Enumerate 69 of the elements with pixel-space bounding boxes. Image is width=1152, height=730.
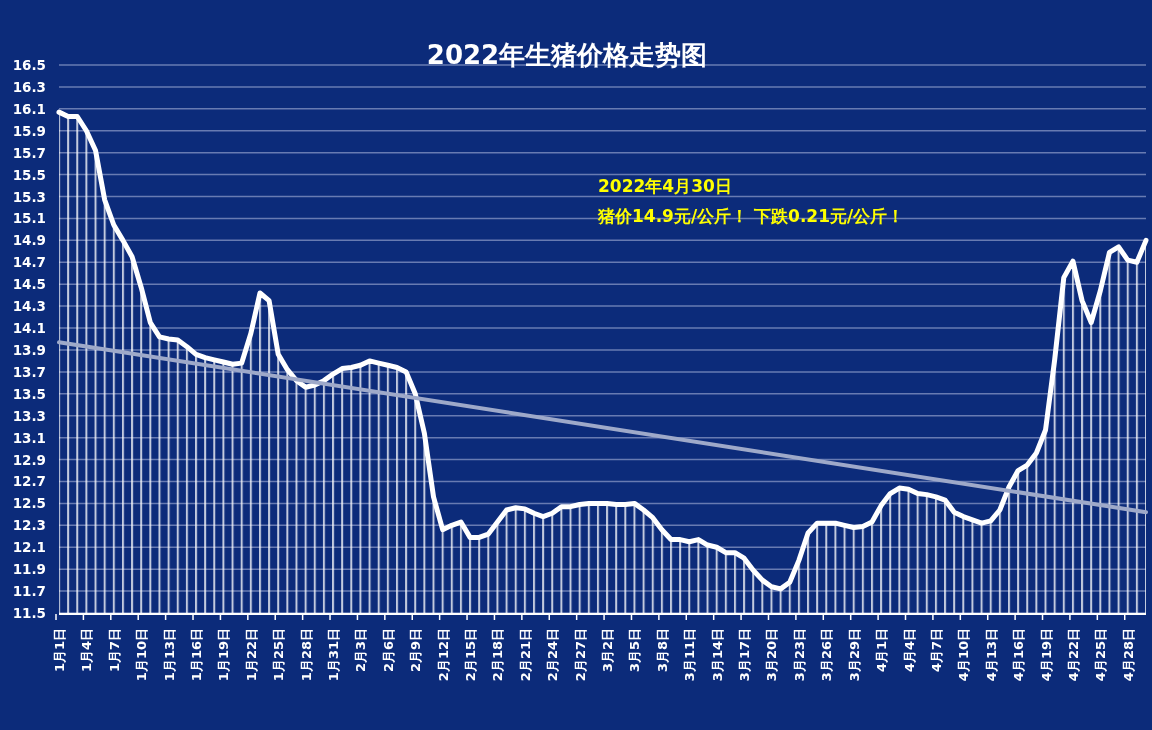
x-tick-label: 4月16日: [1011, 628, 1027, 682]
y-tick-label: 12.3: [12, 517, 46, 534]
x-tick-label: 4月19日: [1038, 628, 1054, 682]
y-tick-label: 11.9: [12, 561, 46, 578]
y-tick-label: 11.5: [12, 605, 46, 621]
x-tick-label: 4月7日: [928, 628, 944, 673]
x-tick-label: 3月26日: [819, 628, 835, 682]
x-tick-label: 3月8日: [654, 628, 670, 673]
x-tick-label: 2月27日: [572, 628, 588, 682]
x-tick-label: 1月19日: [216, 628, 232, 682]
x-tick-label: 2月21日: [517, 628, 533, 682]
x-tick-label: 3月17日: [737, 628, 753, 682]
x-tick-label: 3月14日: [709, 628, 725, 682]
x-tick-label: 2月6日: [380, 628, 396, 673]
y-tick-label: 15.1: [12, 210, 46, 227]
x-tick-label: 2月3日: [353, 628, 369, 673]
y-tick-label: 15.9: [12, 122, 46, 139]
annotation: 2022年4月30日: [598, 176, 732, 196]
x-tick-label: 3月2日: [600, 628, 616, 673]
annotation: 猪价14.9元/公斤！ 下跌0.21元/公斤！: [597, 206, 905, 226]
y-tick-label: 16.3: [12, 78, 46, 95]
y-tick-label: 15.5: [12, 166, 46, 183]
x-tick-label: 3月5日: [627, 628, 643, 673]
y-tick-label: 14.3: [12, 298, 46, 315]
y-tick-label: 11.7: [12, 583, 46, 600]
y-tick-label: 13.1: [12, 429, 46, 446]
x-tick-label: 4月28日: [1120, 628, 1136, 682]
x-tick-label: 3月29日: [846, 628, 862, 682]
y-tick-label: 12.7: [12, 473, 46, 490]
y-tick-label: 12.5: [12, 495, 46, 512]
x-tick-label: 2月18日: [490, 628, 506, 682]
y-tick-label: 14.9: [12, 232, 46, 249]
x-tick-label: 1月31日: [326, 628, 342, 682]
x-tick-label: 3月11日: [682, 628, 698, 682]
y-tick-label: 16.1: [12, 100, 46, 117]
y-tick-label: 14.5: [12, 276, 46, 293]
y-tick-label: 15.7: [12, 144, 46, 161]
x-tick-label: 2月9日: [408, 628, 424, 673]
x-tick-label: 1月25日: [271, 628, 287, 682]
y-tick-label: 14.7: [12, 254, 46, 271]
y-tick-label: 12.9: [12, 451, 46, 468]
x-tick-label: 1月22日: [243, 628, 259, 682]
x-tick-label: 4月1日: [874, 628, 890, 673]
y-tick-label: 14.1: [12, 320, 46, 337]
x-tick-label: 2月15日: [463, 628, 479, 682]
x-tick-label: 1月13日: [161, 628, 177, 682]
x-tick-label: 2月12日: [435, 628, 451, 682]
y-tick-label: 13.5: [12, 385, 46, 402]
x-tick-label: 4月4日: [901, 628, 917, 673]
y-tick-label: 13.9: [12, 341, 46, 358]
y-tick-label: 15.3: [12, 188, 46, 205]
x-tick-label: 4月25日: [1093, 628, 1109, 682]
x-tick-label: 2月24日: [545, 628, 561, 682]
chart-title: 2022年生猪价格走势图: [426, 40, 708, 70]
x-tick-label: 3月20日: [764, 628, 780, 682]
y-tick-label: 13.7: [12, 363, 46, 380]
y-tick-label: 13.3: [12, 407, 46, 424]
y-tick-label: 16.5: [12, 57, 46, 73]
y-tick-label: 12.1: [12, 539, 46, 556]
x-tick-label: 1月10日: [134, 628, 150, 682]
x-tick-label: 3月23日: [791, 628, 807, 682]
x-tick-label: 1月7日: [106, 628, 122, 673]
x-tick-label: 1月1日: [52, 628, 67, 673]
x-tick-label: 1月4日: [79, 628, 95, 673]
x-tick-label: 4月13日: [983, 628, 999, 682]
x-tick-label: 1月28日: [298, 628, 314, 682]
x-tick-label: 4月22日: [1065, 628, 1081, 682]
x-tick-label: 4月10日: [956, 628, 972, 682]
x-tick-label: 1月16日: [189, 628, 205, 682]
